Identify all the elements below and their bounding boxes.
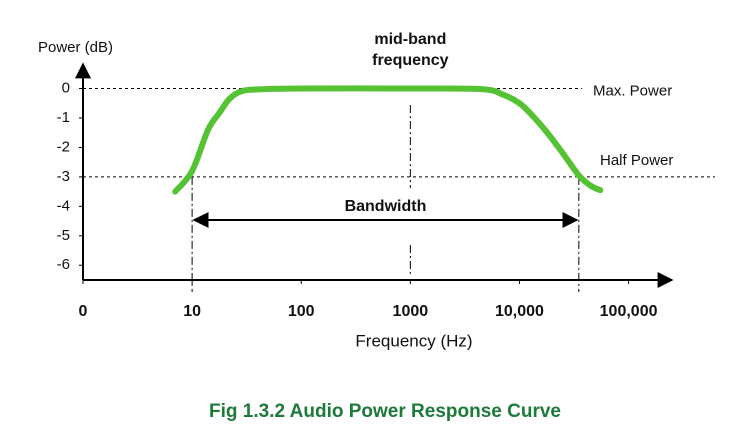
caption: Fig 1.3.2 Audio Power Response Curve <box>209 401 561 422</box>
y-axis-label: Power (dB) <box>38 39 113 56</box>
x-tick-label: 100,000 <box>600 303 658 320</box>
mid-band-label: frequency <box>372 52 449 69</box>
y-tick-label: -5 <box>57 227 70 244</box>
y-tick-label: -6 <box>57 256 70 273</box>
x-tick-label: 1000 <box>393 303 429 320</box>
mid-band-label: mid-band <box>374 31 446 48</box>
x-tick-label: 0 <box>79 303 88 320</box>
y-tick-label: -1 <box>57 109 70 126</box>
x-axis-label: Frequency (Hz) <box>355 331 472 350</box>
bandwidth-label: Bandwidth <box>345 198 427 215</box>
reference-label: Half Power <box>600 152 673 169</box>
y-tick-label: 0 <box>62 79 70 96</box>
y-tick-label: -3 <box>57 168 70 185</box>
x-tick-label: 10 <box>183 303 201 320</box>
x-tick-label: 100 <box>288 303 315 320</box>
x-tick-label: 10,000 <box>495 303 544 320</box>
response-curve <box>172 85 604 195</box>
reference-label: Max. Power <box>593 82 672 99</box>
y-tick-label: -2 <box>57 138 70 155</box>
y-tick-label: -4 <box>57 197 70 214</box>
